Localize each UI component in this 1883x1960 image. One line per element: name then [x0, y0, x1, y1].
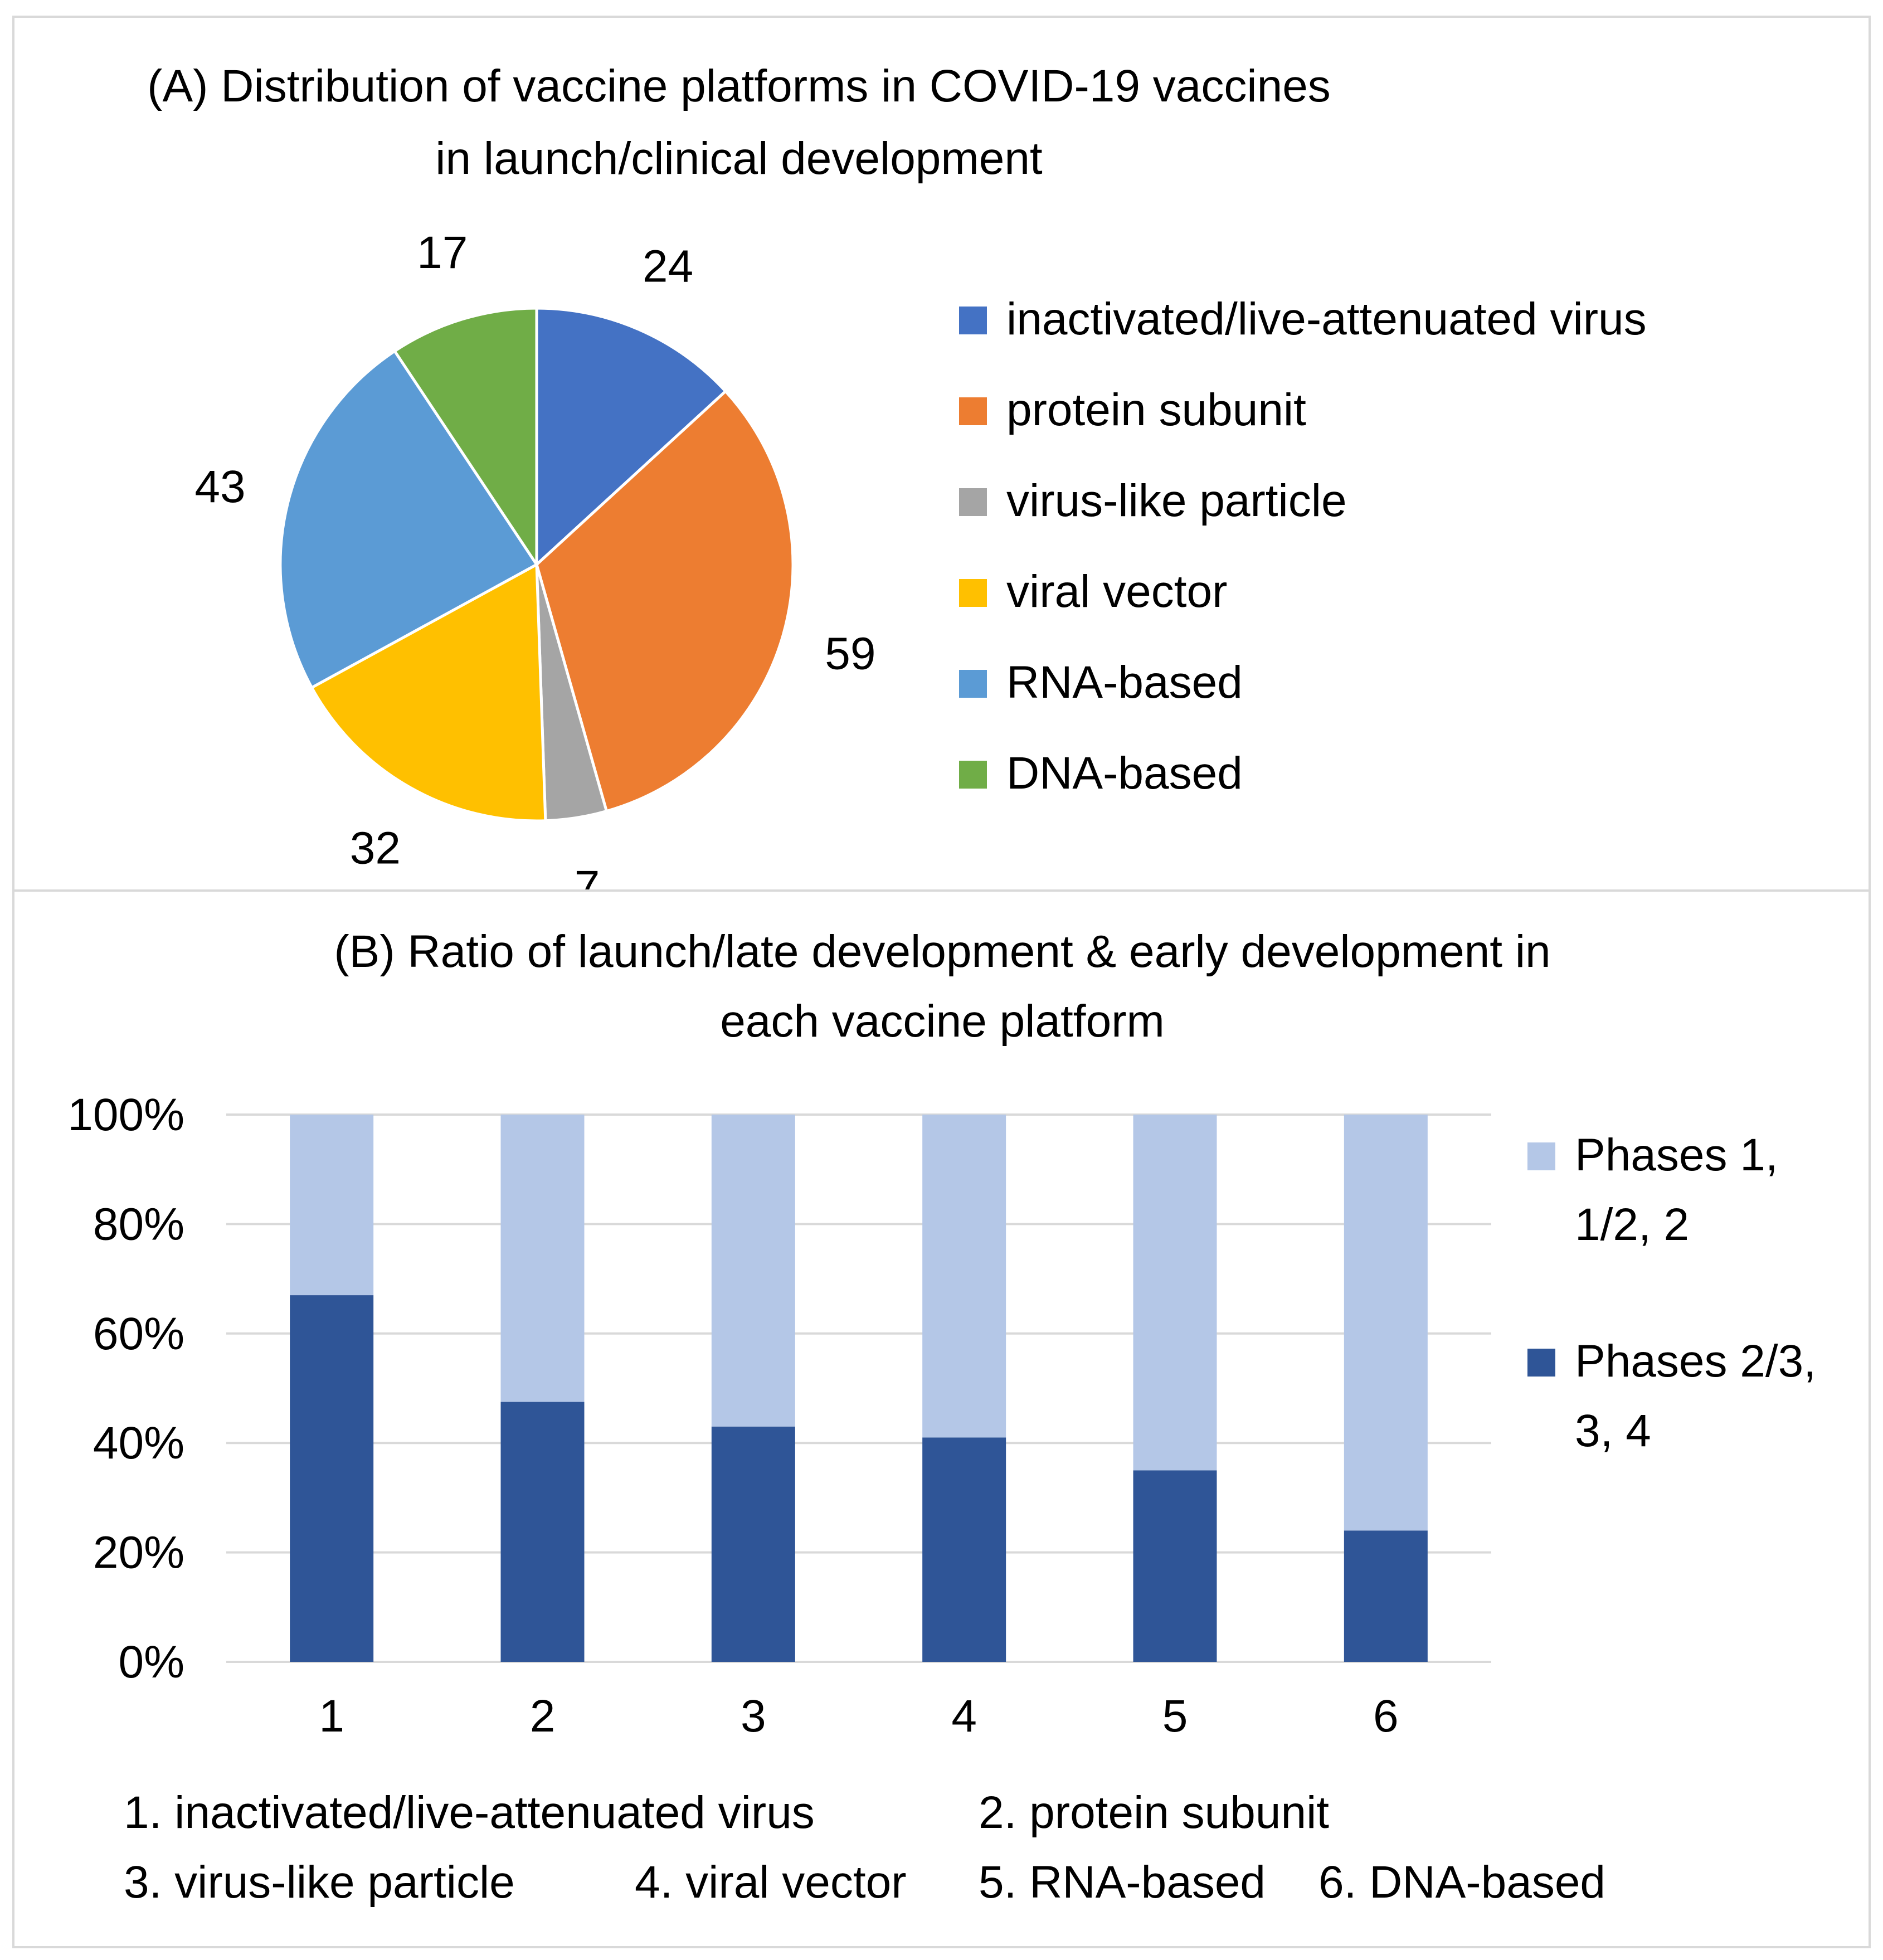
pie-title-line-2: in launch/clinical development [435, 133, 1043, 184]
legend-swatch-inactivated-live-attenuated-virus [959, 307, 987, 334]
bar-late-phase-5 [1133, 1470, 1217, 1662]
bar-early-phase-4 [922, 1115, 1006, 1438]
legend-label-early-phase-line-1: Phases 1, [1575, 1130, 1778, 1180]
y-tick-label-20: 20% [93, 1528, 184, 1578]
footnote-item-4: 4. viral vector [635, 1857, 907, 1908]
pie-title-line-1: (A) Distribution of vaccine platforms in… [147, 61, 1331, 111]
pie-data-label-inactivated-live-attenuated-virus: 24 [643, 241, 693, 291]
bar-title-line-1: (B) Ratio of launch/late development & e… [334, 926, 1550, 977]
legend-label-early-phase-line-2: 1/2, 2 [1575, 1199, 1689, 1250]
legend-swatch-virus-like-particle [959, 488, 987, 516]
bar-early-phase-5 [1133, 1115, 1217, 1471]
pie-slice-inactivated-live-attenuated-virus [535, 307, 728, 568]
footnote-item-3: 3. virus-like particle [124, 1857, 515, 1908]
bar-early-phase-2 [500, 1115, 585, 1402]
legend-swatch-late-phase [1527, 1349, 1555, 1377]
bar-late-phase-6 [1344, 1530, 1428, 1662]
pie-data-label-virus-like-particle: 7 [575, 862, 600, 891]
y-tick-label-100: 100% [67, 1090, 184, 1140]
legend-label-late-phase-line-2: 3, 4 [1575, 1405, 1651, 1456]
legend-swatch-protein-subunit [959, 397, 987, 425]
x-tick-label-6: 6 [1373, 1691, 1399, 1742]
x-tick-label-3: 3 [741, 1691, 766, 1742]
bar-early-phase-6 [1344, 1115, 1428, 1531]
bar-late-phase-1 [290, 1295, 374, 1662]
bar-late-phase-2 [500, 1402, 585, 1662]
x-tick-label-1: 1 [319, 1691, 344, 1742]
pie-slice-protein-subunit [535, 389, 795, 813]
y-tick-label-40: 40% [93, 1418, 184, 1468]
y-tick-label-80: 80% [93, 1199, 184, 1249]
bar-late-phase-3 [711, 1426, 795, 1662]
x-tick-label-2: 2 [530, 1691, 556, 1742]
x-tick-label-5: 5 [1162, 1691, 1188, 1742]
legend-label-late-phase-line-1: Phases 2/3, [1575, 1336, 1816, 1387]
footnote-item-1: 1. inactivated/live-attenuated virus [124, 1787, 815, 1838]
pie-data-label-rna-based: 43 [194, 461, 245, 512]
stacked-bar-chart: (B) Ratio of launch/late development & e… [67, 926, 1816, 1908]
legend-swatch-dna-based [959, 761, 987, 789]
y-tick-label-60: 60% [93, 1309, 184, 1359]
legend-label-virus-like-particle: virus-like particle [1006, 475, 1347, 526]
legend-label-inactivated-live-attenuated-virus: inactivated/live-attenuated virus [1006, 294, 1647, 344]
legend-swatch-early-phase [1527, 1142, 1555, 1170]
pie-data-label-viral-vector: 32 [350, 823, 401, 873]
legend-label-viral-vector: viral vector [1006, 566, 1227, 617]
legend-swatch-rna-based [959, 670, 987, 698]
bar-early-phase-3 [711, 1115, 795, 1427]
y-tick-label-0: 0% [118, 1637, 184, 1687]
pie-chart: (A) Distribution of vaccine platforms in… [147, 61, 1647, 891]
bar-chart-panel: (B) Ratio of launch/late development & e… [12, 889, 1871, 1948]
bar-title-line-2: each vaccine platform [720, 996, 1165, 1047]
footnote-item-5: 5. RNA-based [979, 1857, 1266, 1908]
legend-label-rna-based: RNA-based [1006, 657, 1243, 708]
pie-data-label-protein-subunit: 59 [825, 629, 875, 679]
bar-early-phase-1 [290, 1115, 374, 1296]
pie-slice-viral-vector [310, 562, 547, 823]
pie-slice-rna-based [279, 349, 539, 690]
legend-label-protein-subunit: protein subunit [1006, 385, 1306, 435]
footnote-item-2: 2. protein subunit [979, 1787, 1329, 1838]
pie-slice-dna-based [392, 307, 538, 570]
pie-data-label-dna-based: 17 [417, 227, 468, 278]
x-tick-label-4: 4 [951, 1691, 977, 1742]
bar-late-phase-4 [922, 1437, 1006, 1662]
footnote-item-6: 6. DNA-based [1318, 1857, 1605, 1908]
legend-swatch-viral-vector [959, 579, 987, 607]
pie-chart-panel: (A) Distribution of vaccine platforms in… [12, 16, 1871, 893]
legend-label-dna-based: DNA-based [1006, 748, 1243, 799]
